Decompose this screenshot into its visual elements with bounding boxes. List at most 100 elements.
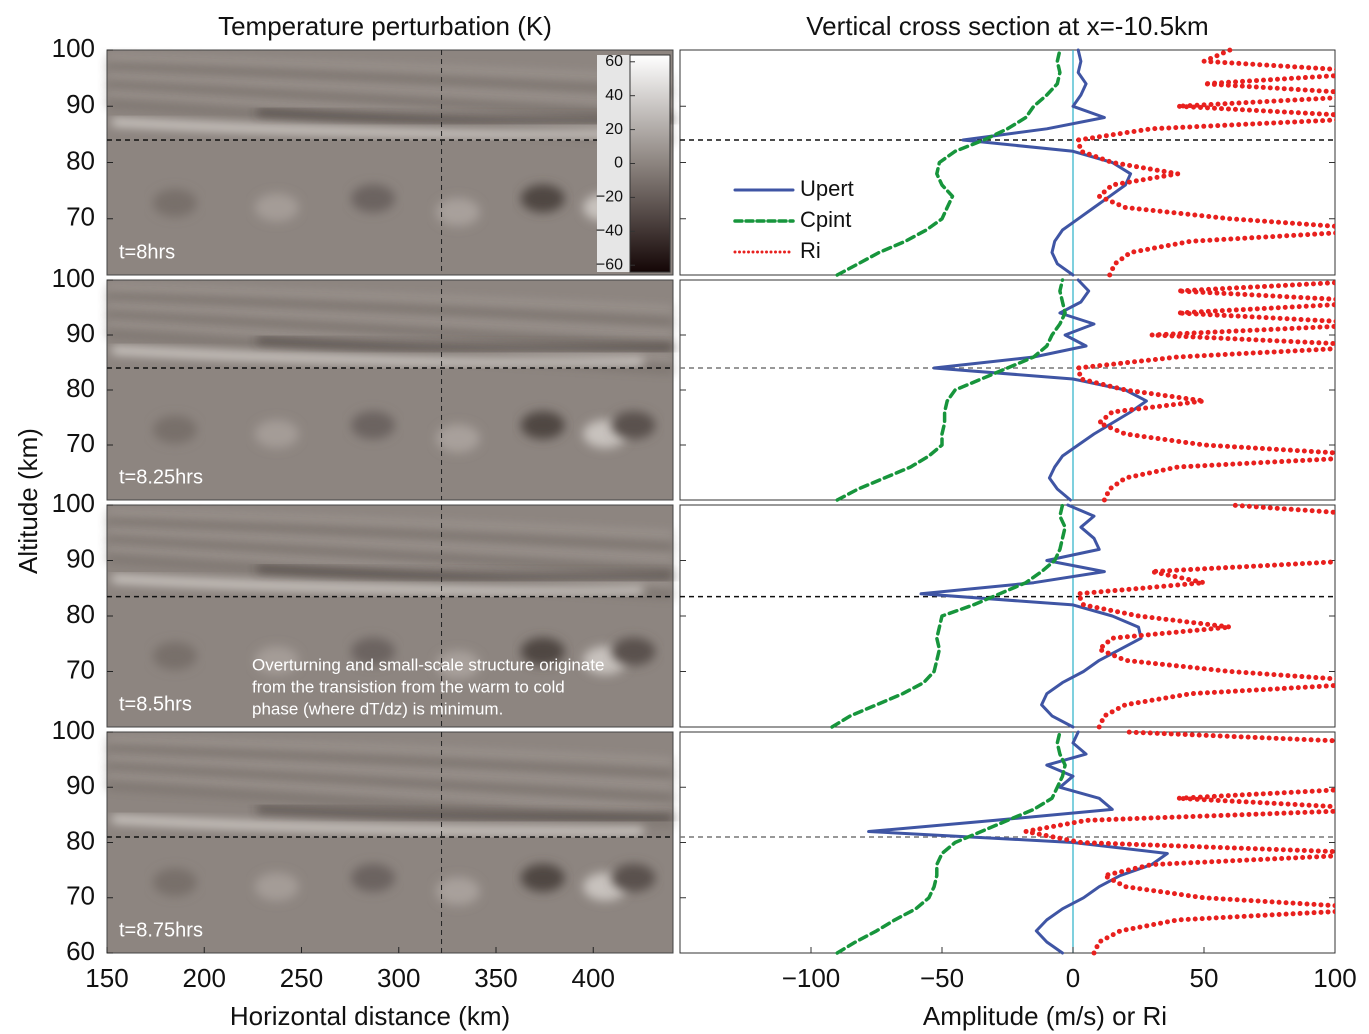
x-tick-label: 50 xyxy=(1190,963,1219,993)
heatmap-streak xyxy=(106,764,674,801)
heatmap-streak xyxy=(256,565,674,580)
annotation: from the transistion from the warm to co… xyxy=(252,677,565,696)
profile-line xyxy=(830,503,1067,729)
y-tick-label: 100 xyxy=(52,263,95,293)
heatmap-streak xyxy=(106,82,674,119)
y-tick-label: 90 xyxy=(66,543,95,573)
x-tick-label: 200 xyxy=(183,963,226,993)
panel-title: Temperature perturbation (K) xyxy=(218,11,552,41)
colorbar-tick-label: 60 xyxy=(605,53,623,70)
heatmap-blob xyxy=(351,637,396,666)
profile-panel xyxy=(679,278,1336,503)
heatmap-blob xyxy=(435,877,480,906)
y-tick-label: 70 xyxy=(66,881,95,911)
y-tick-label: 80 xyxy=(66,599,95,629)
colorbar-tick-label: 40 xyxy=(605,87,623,104)
heatmap-streak xyxy=(106,73,674,107)
heatmap-blob xyxy=(520,637,565,666)
heatmap-streak xyxy=(111,119,644,138)
y-tick-label: 100 xyxy=(52,715,95,745)
colorbar xyxy=(629,54,671,273)
time-label: t=8.5hrs xyxy=(119,693,192,715)
x-tick-label: −100 xyxy=(782,963,841,993)
heatmap-panel: 60 70 80 90 100 150 200 250 300 350 400 t=8.75hrs Ho… xyxy=(52,715,674,1031)
time-label: t=8hrs xyxy=(119,241,175,263)
y-tick-label: 80 xyxy=(66,373,95,403)
heatmap-blob xyxy=(152,868,197,897)
heatmap-streak xyxy=(111,347,644,366)
colorbar-tick-label: −20 xyxy=(596,189,623,206)
colorbar-tick-label: −40 xyxy=(596,223,623,240)
heatmap-streak xyxy=(106,537,674,574)
profile-line xyxy=(1075,280,1335,503)
profile-line xyxy=(961,48,1133,277)
heatmap-blob xyxy=(520,184,565,213)
x-tick-label: 300 xyxy=(377,963,420,993)
heatmap-blob xyxy=(254,193,299,222)
time-label: t=8.75hrs xyxy=(119,919,203,941)
colorbar-label-box xyxy=(597,55,630,272)
y-tick-label: 60 xyxy=(66,936,95,966)
y-axis-label: Altitude (km) xyxy=(13,428,43,574)
heatmap-streak xyxy=(106,321,674,361)
heatmap-blob xyxy=(351,863,396,892)
heatmap-blob xyxy=(520,411,565,440)
annotation: Overturning and small-scale structure or… xyxy=(252,655,604,674)
heatmap-streak xyxy=(106,755,674,789)
y-tick-label: 70 xyxy=(66,428,95,458)
x-tick-label: 400 xyxy=(572,963,615,993)
x-tick-label: 350 xyxy=(474,963,517,993)
heatmap-streak xyxy=(106,528,674,562)
profile-panel xyxy=(679,502,1336,730)
heatmap-blob xyxy=(351,411,396,440)
colorbar-tick-label: 0 xyxy=(614,155,623,172)
heatmap-streak xyxy=(106,773,674,813)
heatmap-blob xyxy=(254,872,299,901)
heatmap-panel: 70 80 90 100 t=8.5hrs Overturning and small-s… xyxy=(52,488,674,728)
profile-panel: Upert Cpint Ri Vertical cross section at x=… xyxy=(679,11,1336,278)
legend-label: Cpint xyxy=(800,207,851,232)
y-tick-label: 90 xyxy=(66,318,95,348)
y-tick-label: 80 xyxy=(66,825,95,855)
x-axis-label: Amplitude (m/s) or Ri xyxy=(923,1001,1167,1031)
heatmap-panel: 70 80 90 100 t=8.25hrs xyxy=(52,263,674,501)
panel-frame xyxy=(679,279,1336,501)
heatmap-blob xyxy=(611,637,656,666)
x-tick-label: 150 xyxy=(85,963,128,993)
legend-label: Upert xyxy=(800,176,854,201)
heatmap-blob xyxy=(611,411,656,440)
heatmap-streak xyxy=(106,303,674,337)
x-tick-label: −50 xyxy=(920,963,964,993)
y-tick-label: 100 xyxy=(52,488,95,518)
x-tick-label: 100 xyxy=(1313,963,1356,993)
profile-panel: −100 −50 0 50 100 Amplitude (m/s) or Ri xyxy=(679,729,1357,1031)
heatmap-blob xyxy=(435,424,480,453)
heatmap-streak xyxy=(106,55,674,83)
heatmap-streak xyxy=(256,337,674,352)
heatmap-streak xyxy=(106,737,674,765)
heatmap-blob xyxy=(152,415,197,444)
heatmap-blob xyxy=(351,184,396,213)
x-axis-label: Horizontal distance (km) xyxy=(230,1001,510,1031)
y-tick-label: 70 xyxy=(66,654,95,684)
heatmap-blob xyxy=(254,420,299,448)
heatmap-blob xyxy=(254,646,299,675)
heatmap-streak xyxy=(106,285,674,313)
heatmap-blob xyxy=(152,189,197,217)
heatmap-blob xyxy=(520,863,565,892)
x-tick-label: 250 xyxy=(280,963,323,993)
profile-line xyxy=(1075,502,1335,730)
profile-line xyxy=(1023,729,1335,956)
heatmap-panel: 70 80 90 100 t=8hrs Temperature perturbation … xyxy=(13,11,674,574)
heatmap-blob xyxy=(611,863,656,892)
time-label: t=8.25hrs xyxy=(119,466,203,488)
heatmap-streak xyxy=(111,575,644,594)
heatmap-streak xyxy=(106,312,674,349)
heatmap-background xyxy=(107,50,673,275)
heatmap-streak xyxy=(106,746,674,777)
panel-frame xyxy=(679,49,1336,276)
y-tick-label: 70 xyxy=(66,202,95,232)
panel-frame xyxy=(679,504,1336,728)
